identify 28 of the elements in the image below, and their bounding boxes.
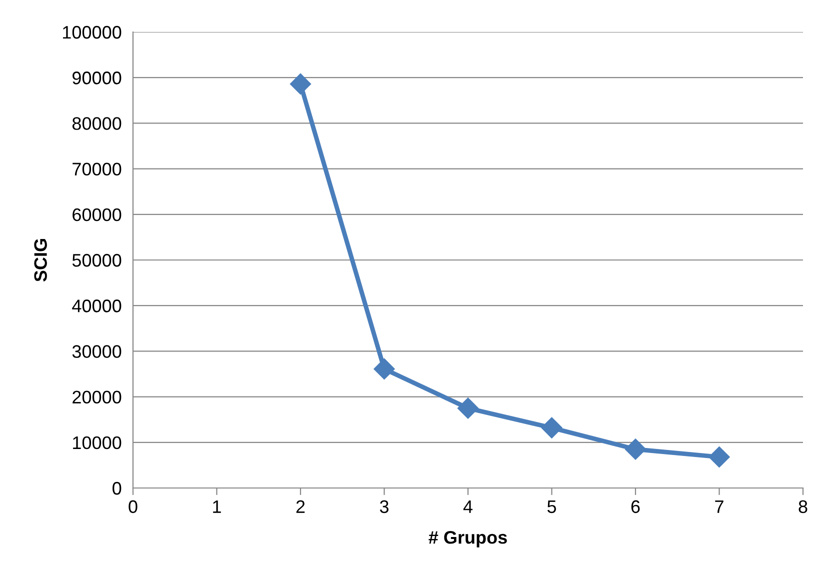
- y-tick-label: 10000: [73, 436, 122, 450]
- y-tick-label: 70000: [72, 162, 122, 176]
- x-tick-label: 3: [380, 500, 388, 514]
- y-tick-label: 20000: [72, 390, 122, 404]
- y-tick-label: 30000: [72, 345, 122, 358]
- point: [624, 438, 646, 460]
- point: [290, 73, 312, 94]
- y-tick-label: 80000: [72, 117, 122, 130]
- x-tick-label: 1: [213, 500, 221, 513]
- point: [374, 358, 395, 380]
- y-tick-label: 60000: [72, 208, 122, 222]
- x-tick-label: 2: [296, 500, 305, 513]
- point: [708, 446, 730, 468]
- point: [541, 417, 562, 438]
- x-tick-label: 8: [798, 500, 808, 514]
- x-tick-label: 0: [128, 500, 138, 514]
- y-tick-label: 50000: [72, 254, 122, 267]
- y-axis-title: SCIG: [34, 239, 47, 282]
- y-tick-label: 90000: [72, 72, 122, 84]
- x-tick-label: 7: [715, 500, 724, 513]
- x-axis-title: # Grupos: [428, 531, 507, 548]
- y-tick-label: 100000: [63, 26, 122, 39]
- x-tick-label: 5: [547, 500, 556, 514]
- y-tick-label: 0: [112, 482, 122, 495]
- y-tick-label: 40000: [72, 300, 122, 312]
- x-tick-label: 6: [631, 500, 640, 514]
- x-tick-label: 4: [463, 500, 472, 513]
- point: [457, 398, 479, 419]
